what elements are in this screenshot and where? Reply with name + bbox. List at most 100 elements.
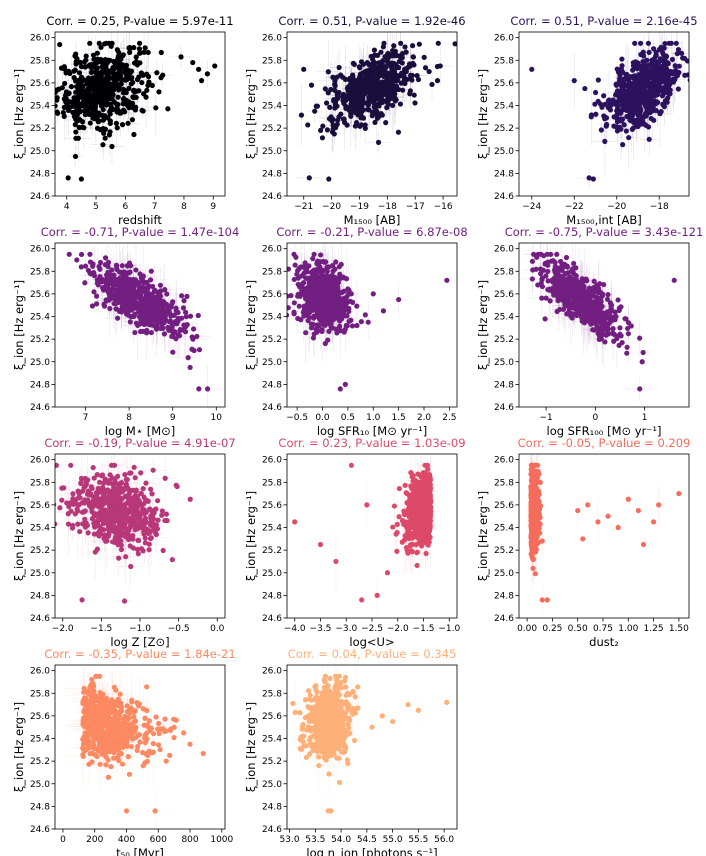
data-point (398, 40, 404, 46)
data-point (82, 263, 89, 269)
data-point (324, 127, 331, 133)
data-point (325, 90, 331, 96)
data-point (371, 52, 378, 58)
x-tick-label: 2.0 (417, 413, 432, 423)
data-point (101, 303, 108, 309)
data-point (337, 386, 343, 392)
x-tick-label: −19 (350, 202, 369, 212)
data-point (664, 99, 670, 105)
data-point (138, 328, 144, 335)
data-point (601, 93, 607, 99)
data-point (588, 114, 594, 120)
data-point (185, 355, 191, 361)
data-point (354, 303, 360, 309)
y-tick-label: 25.2 (262, 124, 282, 134)
data-point (626, 134, 632, 141)
data-point (182, 329, 189, 335)
data-point (322, 294, 328, 300)
data-point (190, 336, 196, 342)
data-point (390, 102, 396, 108)
data-point (139, 79, 145, 86)
data-point (643, 80, 650, 86)
data-point (387, 95, 393, 102)
data-point (63, 99, 69, 105)
data-point (300, 309, 306, 315)
data-point (315, 322, 321, 328)
data-point (651, 46, 657, 52)
data-point (91, 56, 97, 62)
data-point (106, 81, 113, 87)
data-point (196, 347, 203, 353)
data-point (340, 74, 346, 80)
data-point (183, 314, 189, 320)
data-point (153, 316, 159, 322)
data-point (162, 302, 169, 308)
x-tick-label: 0.0 (315, 413, 330, 423)
data-point (167, 318, 174, 324)
data-point (653, 90, 660, 96)
data-point (319, 328, 325, 335)
data-point (330, 126, 336, 132)
data-point (582, 85, 588, 92)
data-point (137, 50, 143, 56)
data-point (377, 92, 383, 98)
data-point (311, 315, 317, 321)
data-point (94, 293, 100, 299)
data-point (331, 303, 338, 309)
data-point (334, 74, 340, 80)
data-point (288, 292, 294, 299)
data-point (303, 330, 309, 336)
data-point (291, 251, 297, 257)
panel-title: Corr. = 0.51, P-value = 2.16e-45 (510, 14, 697, 28)
data-point (310, 335, 317, 341)
data-point (649, 63, 655, 69)
data-point (673, 67, 679, 74)
data-point (55, 97, 60, 103)
data-point (116, 269, 123, 275)
data-point (132, 329, 138, 336)
data-point (87, 251, 93, 257)
data-point (298, 264, 304, 270)
data-point (189, 346, 195, 352)
x-tick-label: 7 (83, 413, 89, 423)
x-tick-label: 7 (152, 202, 158, 212)
y-axis-label: ξ_ion [Hz erg⁻¹] (244, 69, 258, 159)
data-point (204, 71, 211, 77)
data-point (140, 273, 146, 279)
data-point (182, 322, 188, 328)
data-point (83, 53, 89, 59)
data-point (95, 82, 102, 88)
y-tick-label: 25.4 (262, 102, 282, 112)
data-point (107, 93, 113, 99)
data-point (328, 114, 334, 120)
data-point (164, 291, 170, 297)
data-point (301, 280, 307, 286)
data-point (330, 316, 336, 322)
data-point (397, 101, 404, 107)
panel-4: Corr. = -0.71, P-value = 1.47e-104 7 8 9 10 2… (12, 225, 239, 438)
data-point (318, 252, 324, 258)
data-point (291, 276, 297, 283)
data-point (385, 56, 391, 62)
data-point (105, 287, 111, 293)
data-point (59, 85, 65, 91)
data-point (158, 315, 164, 321)
data-point (91, 273, 98, 279)
data-point (676, 63, 682, 69)
data-point (91, 289, 97, 295)
data-point (396, 58, 403, 65)
y-tick-label: 25.6 (30, 290, 50, 300)
data-point (344, 313, 350, 319)
data-point (398, 80, 404, 86)
data-point (119, 263, 125, 269)
data-point (640, 49, 646, 55)
data-point (333, 259, 339, 265)
data-point (112, 295, 118, 302)
data-point (390, 47, 396, 54)
data-point (55, 88, 59, 94)
data-point (136, 46, 143, 52)
data-point (116, 83, 123, 89)
data-point (114, 125, 120, 131)
data-point (74, 78, 80, 84)
x-tick-label: −0.5 (286, 413, 308, 423)
